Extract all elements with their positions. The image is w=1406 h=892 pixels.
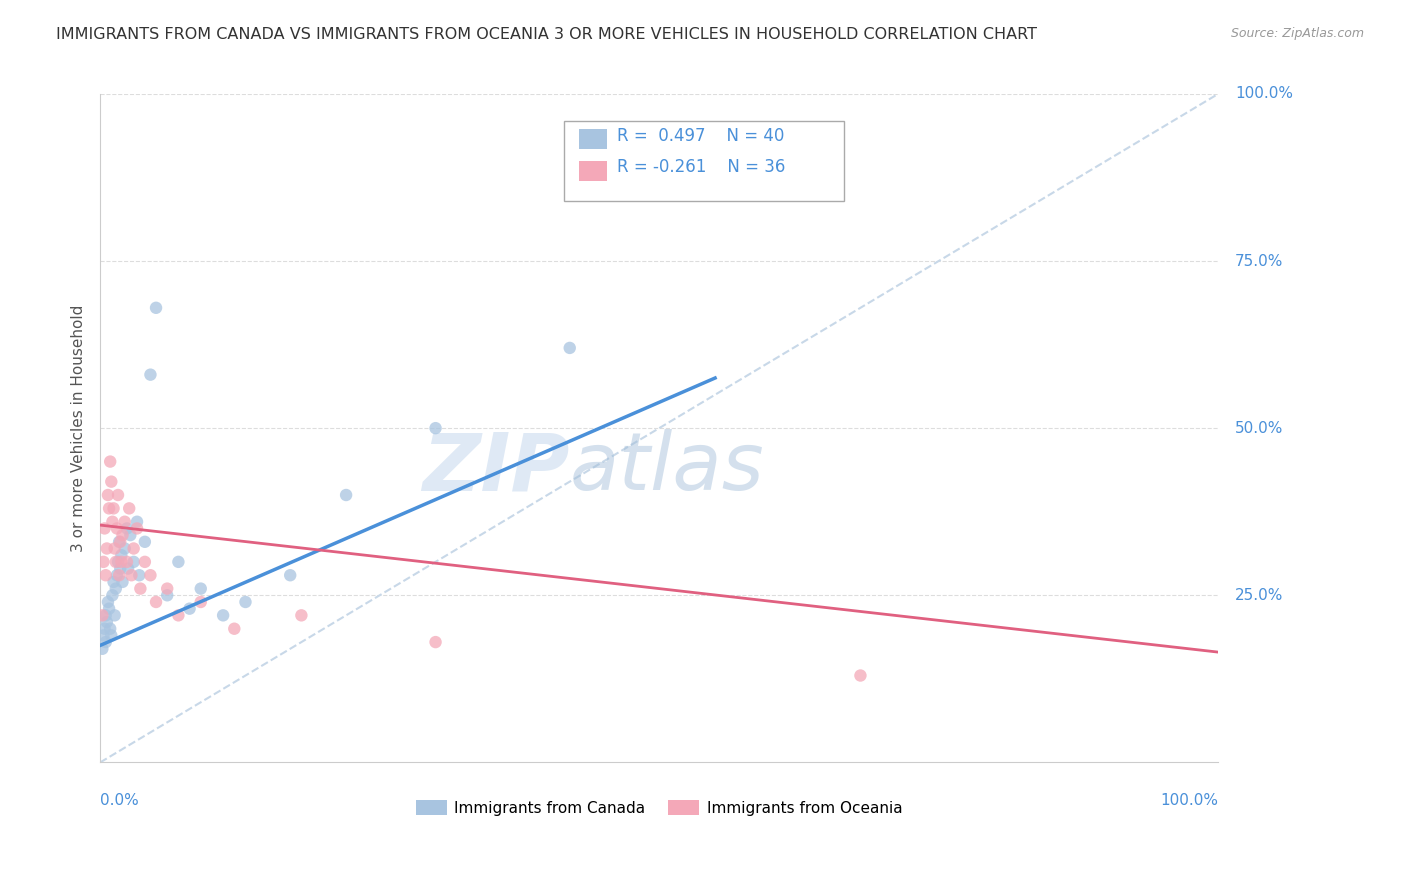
Point [110,561,132,575]
Point [139,368,162,382]
Point [425,635,447,649]
Point [212,608,235,623]
Point [103,574,125,589]
Point [224,622,246,636]
Text: ZIP: ZIP [422,429,569,508]
Point [156,582,179,596]
Point [107,555,129,569]
Text: 75.0%: 75.0% [1234,253,1284,268]
Point [111,574,134,589]
Point [94,568,117,582]
Point [101,515,124,529]
Point [558,341,581,355]
Point [105,521,128,535]
Text: 0.0%: 0.0% [100,792,139,807]
Point [167,608,190,623]
Point [100,628,122,642]
Point [98,501,121,516]
Point [139,568,162,582]
Text: 50.0%: 50.0% [1234,421,1284,435]
Point [235,595,257,609]
Point [93,628,115,642]
Point [128,568,150,582]
Point [98,622,121,636]
Point [110,548,132,562]
Point [125,515,148,529]
Point [105,568,128,582]
Point [120,528,142,542]
Point [115,521,138,535]
Point [96,541,118,556]
Point [91,608,114,623]
Text: 25.0%: 25.0% [1234,588,1284,603]
FancyBboxPatch shape [579,161,606,181]
Point [849,668,872,682]
Point [117,561,139,575]
Point [125,521,148,535]
Point [122,541,145,556]
Point [110,534,132,549]
Y-axis label: 3 or more Vehicles in Household: 3 or more Vehicles in Household [72,304,86,552]
Point [134,534,156,549]
Text: R = -0.261    N = 36: R = -0.261 N = 36 [617,159,785,177]
Point [97,488,120,502]
Point [94,635,117,649]
Legend: Immigrants from Canada, Immigrants from Oceania: Immigrants from Canada, Immigrants from … [411,794,908,822]
Point [107,488,129,502]
Point [115,555,138,569]
Point [94,608,117,623]
Point [93,555,115,569]
Text: 100.0%: 100.0% [1234,87,1294,102]
Point [278,568,301,582]
Point [98,601,121,615]
Point [98,454,121,468]
Point [93,521,115,535]
Point [290,608,312,623]
Point [110,555,132,569]
Point [190,582,212,596]
Point [122,555,145,569]
FancyBboxPatch shape [564,120,844,201]
Point [97,595,120,609]
Text: R =  0.497    N = 40: R = 0.497 N = 40 [617,127,785,145]
Point [120,568,142,582]
Text: Source: ZipAtlas.com: Source: ZipAtlas.com [1230,27,1364,40]
Point [108,568,131,582]
Point [145,595,167,609]
Point [96,615,118,629]
Point [104,555,127,569]
Point [156,588,179,602]
Point [104,608,127,623]
Point [167,555,190,569]
Point [190,595,212,609]
Point [111,528,134,542]
Point [335,488,357,502]
Point [118,501,141,516]
Point [145,301,167,315]
Point [93,622,115,636]
Point [104,582,127,596]
Point [425,421,447,435]
Point [114,541,136,556]
FancyBboxPatch shape [579,129,606,149]
Text: 100.0%: 100.0% [1160,792,1218,807]
Point [114,515,136,529]
Point [179,601,201,615]
Point [104,541,127,556]
Point [129,582,152,596]
Point [100,475,122,489]
Point [134,555,156,569]
Text: atlas: atlas [569,429,765,508]
Text: IMMIGRANTS FROM CANADA VS IMMIGRANTS FROM OCEANIA 3 OR MORE VEHICLES IN HOUSEHOL: IMMIGRANTS FROM CANADA VS IMMIGRANTS FRO… [56,27,1038,42]
Point [103,501,125,516]
Point [108,534,131,549]
Point [91,641,114,656]
Point [101,588,124,602]
